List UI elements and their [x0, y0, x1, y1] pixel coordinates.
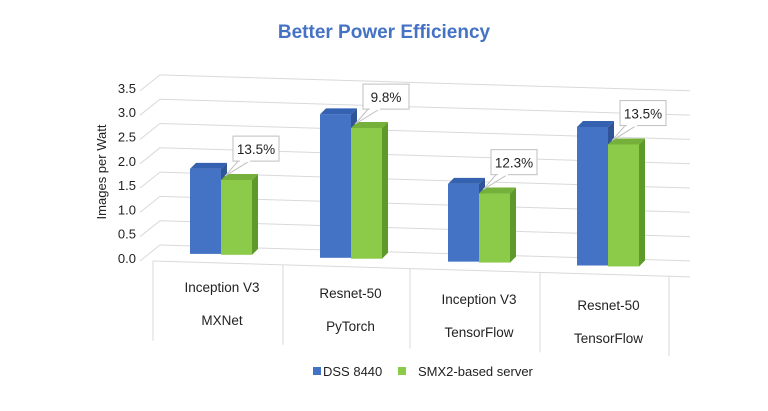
bar-front — [351, 127, 382, 259]
bar-front — [448, 183, 479, 262]
category-label: Resnet-50 — [577, 298, 639, 313]
bar-top — [448, 177, 485, 184]
bar-1-2 — [479, 187, 516, 263]
category-label: Inception V3 — [441, 292, 516, 307]
callout: 13.5% — [611, 100, 667, 141]
legend-swatch-dss-8440 — [313, 367, 321, 375]
callout-label: 13.5% — [237, 142, 275, 157]
bar-1-0 — [221, 173, 258, 255]
callout: 12.3% — [482, 149, 538, 191]
bar-side — [510, 187, 516, 263]
callout-label: 9.8% — [371, 90, 402, 105]
y-tick-label: 1.5 — [118, 178, 136, 193]
y-tick-label: 0.0 — [118, 251, 136, 266]
category-label: TensorFlow — [444, 325, 513, 340]
category-label: Resnet-50 — [319, 286, 381, 301]
bar-top — [221, 173, 258, 180]
bar-top — [479, 187, 516, 194]
bar-front — [190, 168, 221, 254]
y-tick-label: 2.0 — [118, 154, 136, 169]
category-label: TensorFlow — [574, 331, 643, 346]
gridline — [139, 171, 691, 189]
bar-top — [320, 108, 357, 115]
bar-front — [221, 179, 252, 255]
bar-0-1 — [320, 108, 357, 258]
y-tick-label: 1.0 — [118, 202, 136, 217]
category-label: PyTorch — [326, 319, 375, 334]
legend: DSS 8440 SMX2-based server — [313, 364, 534, 379]
legend-label-smx2: SMX2-based server — [418, 364, 534, 379]
gridline — [139, 74, 691, 92]
y-tick-label: 2.5 — [118, 130, 136, 145]
category-label: Inception V3 — [184, 280, 259, 295]
callout-label: 13.5% — [624, 107, 662, 122]
bar-top — [190, 162, 227, 169]
y-tick-label: 3.5 — [118, 81, 136, 96]
bar-front — [479, 193, 510, 263]
bar-1-1 — [351, 121, 388, 259]
bar-top — [577, 121, 614, 127]
callout-label: 12.3% — [495, 156, 533, 171]
legend-swatch-smx2 — [398, 367, 406, 375]
callout: 9.8% — [354, 83, 410, 125]
x-axis-line — [152, 260, 691, 278]
bar-side — [382, 121, 388, 259]
legend-label-dss-8440: DSS 8440 — [323, 364, 382, 379]
category-label: MXNet — [201, 313, 243, 328]
y-tick-label: 0.5 — [118, 227, 136, 242]
bar-top — [351, 121, 388, 128]
bar-front — [608, 144, 639, 267]
bar-1-3 — [608, 138, 645, 267]
bar-front — [320, 114, 351, 258]
gridline — [139, 98, 691, 116]
bar-front — [577, 127, 608, 266]
chart-title: Better Power Efficiency — [278, 22, 491, 43]
y-tick-label: 3.0 — [118, 105, 136, 120]
bar-top — [608, 138, 645, 145]
bar-side — [252, 173, 258, 255]
gridline — [139, 122, 691, 140]
bar-side — [639, 138, 645, 267]
y-axis-label: Images per Watt — [94, 124, 109, 219]
callout: 13.5% — [224, 135, 280, 177]
